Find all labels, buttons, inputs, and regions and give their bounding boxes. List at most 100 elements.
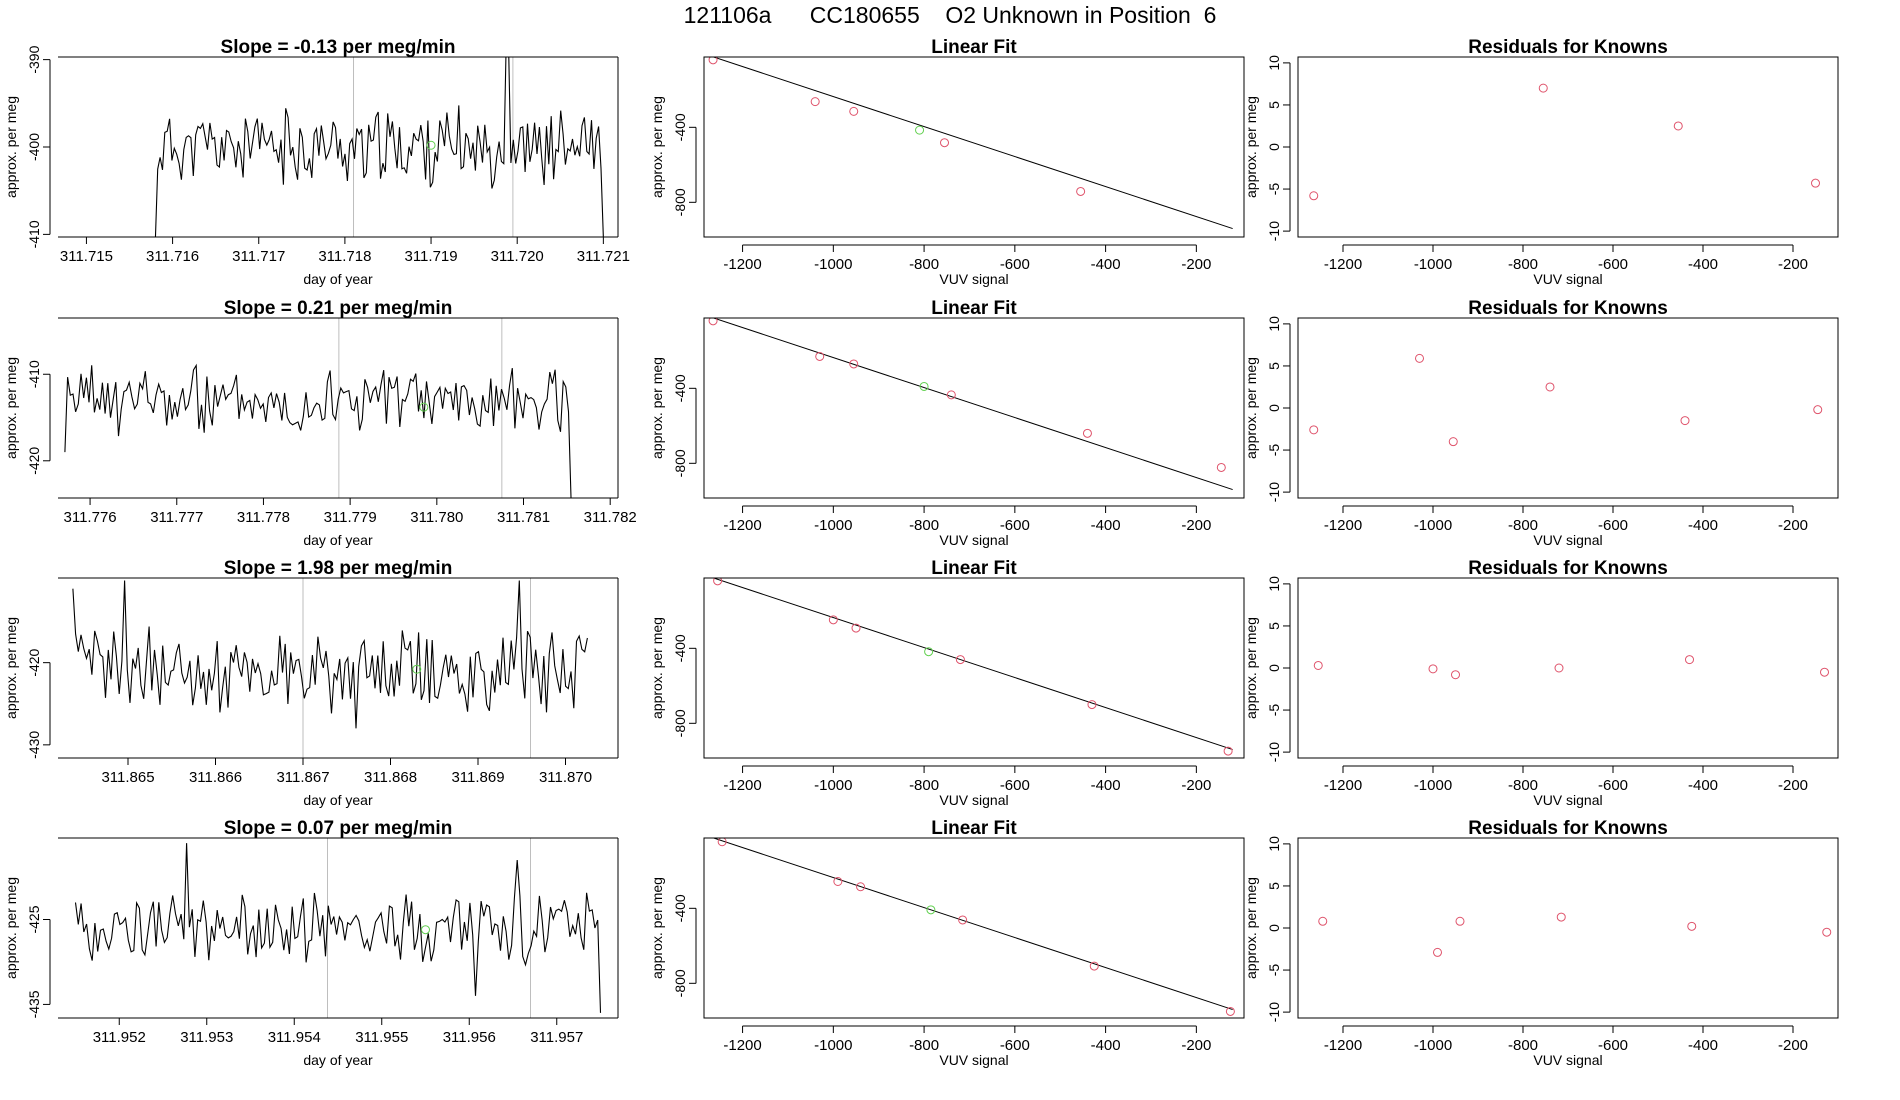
plot-frame [1297, 837, 1839, 1019]
y-tick-label: 10 [1266, 576, 1282, 592]
y-tick-label: 0 [1266, 924, 1282, 932]
chart-panel: Slope = -0.13 per meg/min -410 -400 -390 app… [3, 37, 630, 287]
x-tick-label: 311.780 [410, 509, 463, 526]
y-tick-label: -400 [672, 634, 688, 662]
y-tick-label: 5 [1266, 362, 1282, 370]
y-tick-label: -10 [1266, 742, 1282, 762]
known-point [1216, 462, 1226, 472]
y-tick-label: -400 [672, 894, 688, 922]
residual-point [1545, 382, 1555, 392]
known-point [833, 877, 843, 886]
x-tick-label: -600 [1000, 1037, 1030, 1054]
x-axis-label: VUV signal [1533, 532, 1602, 548]
x-tick-label: -600 [1000, 256, 1030, 273]
residual-point [1428, 664, 1438, 674]
y-tick-label: -410 [26, 360, 42, 388]
residual-point [1318, 916, 1328, 926]
x-tick-label: -800 [909, 256, 939, 273]
x-axis-label: VUV signal [939, 532, 1008, 548]
chart-title: Slope = 0.21 per meg/min [224, 298, 453, 319]
chart-panel: Residuals for Knowns -10 -5 0 5 10 approx. per… [1243, 37, 1839, 287]
plot-frame [1297, 577, 1839, 759]
residual-point [1680, 416, 1690, 426]
x-tick-label: 311.870 [539, 769, 592, 786]
plot-area [74, 838, 602, 1018]
x-tick-label: -1200 [723, 1037, 761, 1054]
plot-frame [703, 837, 1245, 1019]
y-tick-label: 0 [1266, 404, 1282, 412]
y-axis-label: approx. per meg [3, 357, 19, 459]
y-axis-label: approx. per meg [1243, 96, 1259, 198]
known-point [1223, 746, 1233, 756]
plot-area [1309, 353, 1823, 447]
known-point [856, 882, 866, 892]
x-tick-label: 311.868 [364, 769, 417, 786]
plot-area [1313, 655, 1829, 680]
y-tick-label: -800 [672, 188, 688, 216]
series-line [154, 57, 604, 237]
unknown-point [412, 664, 422, 674]
x-tick-label: -200 [1778, 256, 1808, 273]
y-axis-label: approx. per meg [3, 877, 19, 979]
y-tick-label: -800 [672, 709, 688, 737]
y-axis-label: approx. per meg [1243, 877, 1259, 979]
y-tick-label: 5 [1266, 101, 1282, 109]
y-tick-label: -10 [1266, 221, 1282, 241]
known-point [1076, 186, 1086, 196]
y-tick-label: 0 [1266, 143, 1282, 151]
y-axis-label: approx. per meg [649, 617, 665, 719]
y-tick-label: -10 [1266, 482, 1282, 502]
x-axis-label: VUV signal [939, 1052, 1008, 1068]
plot-area [712, 838, 1235, 1016]
plot-area [64, 318, 572, 498]
fit-line [712, 57, 1233, 230]
plot-frame [703, 577, 1245, 759]
x-tick-label: 311.954 [268, 1029, 321, 1046]
known-point [717, 838, 727, 847]
y-tick-label: 10 [1266, 836, 1282, 852]
plot-frame [703, 317, 1245, 499]
chart-title: Slope = 1.98 per meg/min [224, 558, 453, 579]
y-tick-label: 10 [1266, 316, 1282, 332]
x-tick-label: -1200 [723, 777, 761, 794]
y-axis-label: approx. per meg [649, 357, 665, 459]
x-tick-label: -200 [1778, 517, 1808, 534]
x-tick-label: 311.720 [491, 248, 544, 265]
chart-title: Slope = -0.13 per meg/min [221, 37, 456, 58]
x-tick-label: 311.957 [530, 1029, 583, 1046]
x-tick-label: -800 [1508, 517, 1538, 534]
known-point [1089, 961, 1099, 971]
y-tick-label: 5 [1266, 622, 1282, 630]
x-tick-label: 311.955 [355, 1029, 408, 1046]
residual-point [1448, 437, 1458, 447]
chart-title: Residuals for Knowns [1468, 298, 1668, 319]
known-point [1215, 238, 1223, 246]
y-tick-label: 0 [1266, 664, 1282, 672]
residual-point [1309, 425, 1319, 435]
unknown-point [926, 905, 936, 915]
x-tick-label: -400 [1688, 777, 1718, 794]
x-tick-label: -1000 [1414, 256, 1452, 273]
chart-panel: Slope = 0.21 per meg/min -420 -410 approx. … [3, 298, 637, 548]
chart-panel: Slope = 0.07 per meg/min -435 -425 approx. … [3, 818, 619, 1068]
y-tick-label: -5 [1266, 183, 1282, 196]
x-tick-label: -1000 [814, 1037, 852, 1054]
y-axis-label: approx. per meg [649, 96, 665, 198]
plot-area [1309, 83, 1820, 201]
y-tick-label: -420 [26, 648, 42, 676]
chart-title: Linear Fit [931, 298, 1017, 319]
y-tick-label: -5 [1266, 964, 1282, 977]
unknown-point [915, 125, 925, 135]
unknown-point [919, 381, 929, 391]
x-tick-label: 311.782 [584, 509, 637, 526]
x-tick-label: -200 [1181, 256, 1211, 273]
residual-point [1820, 667, 1829, 677]
known-point [851, 623, 861, 633]
x-tick-label: -1200 [723, 256, 761, 273]
x-tick-label: 311.781 [497, 509, 550, 526]
residual-point [1451, 670, 1460, 680]
x-tick-label: -800 [909, 517, 939, 534]
x-axis-label: VUV signal [939, 792, 1008, 808]
x-tick-label: -400 [1091, 1037, 1121, 1054]
chart-panel: Slope = 1.98 per meg/min -430 -420 approx. … [3, 558, 619, 808]
